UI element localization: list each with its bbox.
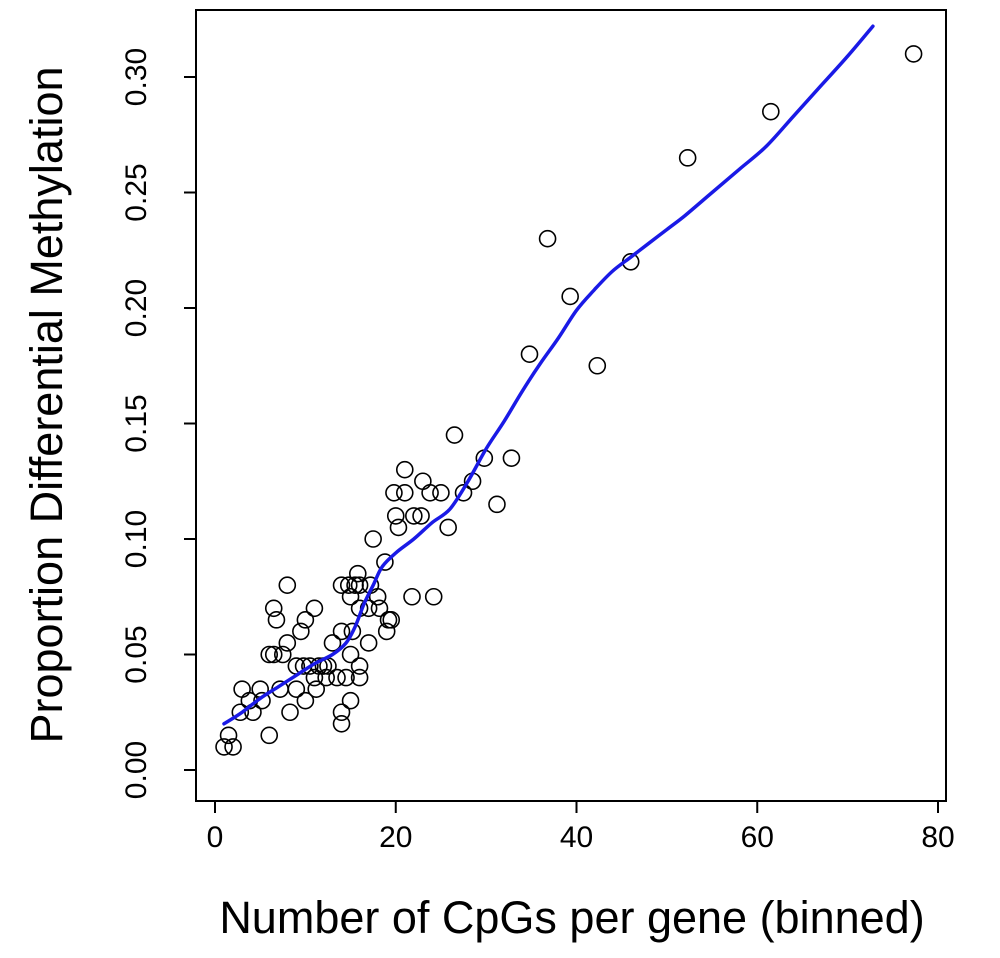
- data-point: [382, 611, 401, 629]
- y-axis-title: Proportion Differential Methylation: [21, 66, 72, 743]
- x-tick-label: 20: [379, 821, 412, 854]
- data-point: [414, 472, 432, 491]
- data-point: [439, 518, 457, 537]
- data-point: [328, 668, 346, 687]
- data-point: [233, 680, 251, 698]
- data-point: [403, 587, 421, 606]
- y-tick-label: 0.05: [120, 625, 153, 683]
- data-point: [305, 668, 324, 687]
- data-point: [343, 622, 362, 641]
- data-point: [273, 645, 292, 664]
- data-point: [377, 622, 396, 641]
- data-point: [904, 45, 923, 63]
- data-point: [588, 356, 607, 375]
- data-point: [762, 102, 780, 121]
- data-point: [348, 564, 367, 583]
- data-point: [287, 680, 306, 698]
- data-point: [350, 576, 369, 595]
- data-point: [260, 645, 279, 664]
- data-point: [445, 426, 464, 444]
- data-point: [332, 714, 351, 733]
- data-point: [395, 460, 414, 479]
- x-tick-label: 0: [207, 821, 224, 854]
- data-point: [341, 587, 360, 606]
- data-point: [405, 507, 423, 525]
- data-point: [339, 576, 358, 595]
- data-point: [395, 483, 414, 502]
- data-point: [260, 726, 279, 745]
- data-point: [337, 668, 355, 687]
- data-point: [359, 634, 378, 652]
- scatter-points: [215, 45, 923, 756]
- x-tick-label: 80: [921, 821, 954, 854]
- data-point: [385, 483, 403, 502]
- data-point: [350, 668, 369, 687]
- data-point: [678, 149, 697, 167]
- data-point: [350, 657, 369, 675]
- data-point: [215, 738, 233, 756]
- data-point: [292, 622, 310, 641]
- data-point: [296, 691, 315, 710]
- fit-line-layer: [222, 24, 875, 726]
- data-point: [281, 703, 299, 722]
- data-point: [421, 483, 439, 502]
- data-point: [224, 738, 242, 756]
- y-tick-label: 0.15: [120, 394, 153, 452]
- data-point: [296, 611, 315, 629]
- data-point: [332, 703, 351, 722]
- data-point: [341, 645, 360, 664]
- data-point: [332, 576, 351, 595]
- y-tick-label: 0.20: [120, 279, 153, 337]
- data-point: [307, 680, 326, 698]
- data-point: [278, 576, 297, 595]
- data-point: [368, 587, 387, 606]
- data-point: [389, 518, 408, 537]
- x-axis: 0 20 40 60 80: [207, 800, 955, 854]
- data-point: [454, 483, 473, 502]
- data-point: [253, 691, 271, 710]
- data-point: [561, 287, 579, 306]
- data-point: [278, 634, 297, 652]
- data-point: [301, 657, 319, 675]
- data-point: [267, 611, 286, 629]
- data-point: [488, 495, 506, 514]
- data-point: [520, 345, 539, 364]
- data-point: [364, 530, 382, 548]
- data-point: [264, 645, 283, 664]
- data-point: [317, 668, 335, 687]
- data-point: [424, 587, 443, 606]
- data-point: [370, 599, 389, 618]
- data-point: [323, 634, 342, 652]
- data-point: [376, 553, 394, 571]
- data-point: [305, 599, 324, 618]
- y-tick-label: 0.10: [120, 510, 153, 568]
- data-point: [231, 703, 250, 722]
- data-point: [538, 229, 557, 248]
- y-tick-label: 0.00: [120, 741, 153, 799]
- data-point: [502, 449, 521, 467]
- data-point: [341, 691, 360, 710]
- data-point: [332, 622, 351, 641]
- x-tick-label: 40: [560, 821, 593, 854]
- data-point: [412, 507, 430, 525]
- data-point: [432, 483, 450, 502]
- y-tick-label: 0.25: [120, 163, 153, 221]
- x-axis-title: Number of CpGs per gene (binned): [219, 892, 924, 943]
- x-tick-label: 60: [741, 821, 774, 854]
- y-tick-label: 0.30: [120, 48, 153, 106]
- data-point: [264, 599, 283, 618]
- fit-line: [222, 24, 875, 726]
- data-point: [219, 726, 238, 745]
- y-axis: 0.00 0.05 0.10 0.15 0.20 0.25 0.30: [120, 48, 197, 799]
- data-point: [386, 507, 405, 525]
